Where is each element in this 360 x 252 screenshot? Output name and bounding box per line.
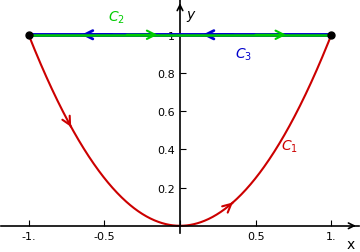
Text: x: x bbox=[347, 237, 355, 251]
Text: $C_{1}$: $C_{1}$ bbox=[280, 138, 297, 154]
Text: $C_{3}$: $C_{3}$ bbox=[235, 47, 252, 63]
Text: $C_{2}$: $C_{2}$ bbox=[108, 9, 125, 26]
Text: y: y bbox=[186, 8, 194, 22]
